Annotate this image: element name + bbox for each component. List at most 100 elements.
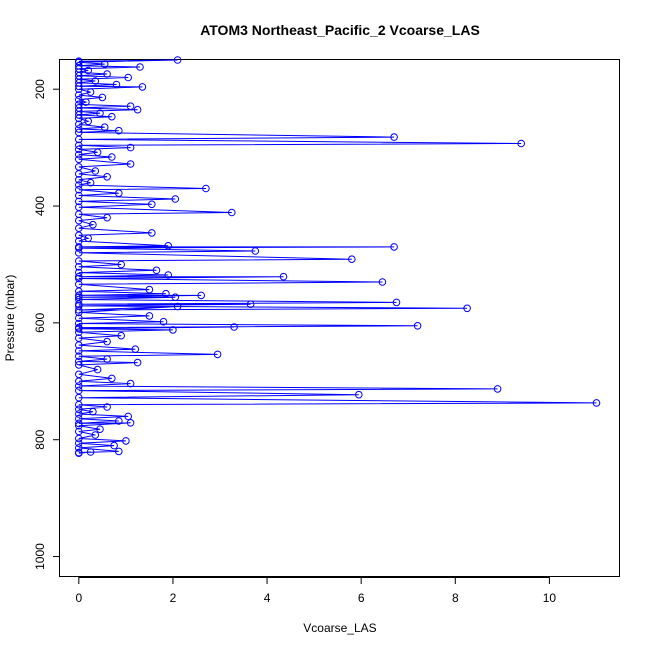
data-point (75, 419, 83, 428)
data-point (75, 224, 83, 232)
data-point (75, 357, 83, 366)
data-point (75, 231, 83, 240)
data-point (75, 111, 83, 119)
data-point (246, 300, 255, 309)
data-point (173, 302, 182, 311)
x-axis-label: Vcoarse_LAS (303, 621, 376, 635)
x-tick-label: 0 (75, 591, 82, 605)
data-point (75, 421, 83, 430)
data-point (75, 170, 83, 178)
data-point (117, 260, 125, 269)
data-point (103, 70, 111, 78)
data-point (115, 126, 123, 135)
data-point (517, 139, 526, 148)
series-line (78, 59, 597, 454)
data-point (100, 60, 109, 68)
x-tick-label: 2 (170, 591, 177, 605)
data-point (75, 141, 83, 150)
data-point (392, 298, 401, 307)
x-tick-label: 10 (543, 591, 557, 605)
data-point (75, 82, 83, 91)
y-tick-label: 1000 (33, 543, 47, 570)
data-point (173, 56, 182, 64)
data-point (75, 155, 83, 164)
data-point (93, 365, 102, 374)
data-point (413, 322, 422, 330)
data-point (89, 220, 97, 229)
data-point (592, 399, 601, 407)
x-axis: 0 2 4 6 8 10 (75, 577, 556, 605)
data-point (103, 173, 111, 181)
data-point (228, 208, 236, 217)
data-point (91, 77, 100, 85)
data-point (91, 167, 100, 175)
data-point (84, 234, 92, 242)
data-point (75, 434, 83, 443)
data-point (103, 337, 111, 346)
data-point (126, 379, 135, 388)
data-point (145, 285, 154, 294)
data-point (96, 425, 104, 434)
data-point (75, 405, 83, 414)
data-point (230, 323, 238, 331)
data-point (75, 400, 83, 409)
data-point (355, 390, 363, 399)
chart-title: ATOM3 Northeast_Pacific_2 Vcoarse_LAS (200, 22, 480, 38)
data-point (75, 95, 83, 104)
data-point (390, 243, 398, 251)
data-point (117, 331, 125, 340)
data-point (75, 328, 83, 337)
data-point (251, 247, 260, 255)
data-point (75, 268, 83, 277)
data-point (124, 73, 132, 82)
data-point (103, 213, 111, 222)
data-point (108, 374, 116, 383)
data-point (162, 289, 170, 298)
data-point (75, 91, 83, 99)
data-point (110, 441, 118, 450)
data-point (164, 271, 172, 279)
data-point (145, 312, 154, 320)
y-tick-label: 400 (33, 196, 47, 216)
y-axis-label: Pressure (mbar) (3, 275, 17, 362)
y-tick-label: 200 (33, 79, 47, 99)
data-point (108, 153, 116, 161)
data-point (75, 319, 83, 328)
data-point (75, 324, 83, 333)
data-point (75, 347, 83, 355)
data-point (390, 133, 398, 141)
data-point (279, 272, 288, 281)
data-point (148, 200, 156, 209)
data-point (115, 417, 123, 425)
data-point (164, 242, 172, 250)
x-tick-label: 8 (452, 591, 459, 605)
data-point (138, 83, 147, 91)
y-tick-label: 800 (33, 429, 47, 449)
data-point (126, 102, 135, 110)
data-point (126, 419, 135, 427)
data-point (96, 109, 104, 117)
data-point (133, 105, 142, 114)
data-point (126, 160, 135, 168)
data-point (463, 304, 471, 313)
data-point (171, 293, 180, 302)
data-point (493, 385, 502, 393)
data-point (75, 181, 83, 189)
data-point (75, 197, 83, 206)
data-point (115, 447, 123, 456)
data-point (159, 317, 168, 326)
data-point (75, 314, 83, 323)
data-point (197, 291, 205, 300)
data-point (86, 178, 95, 187)
data-point (136, 63, 144, 71)
data-point (98, 93, 107, 102)
data-point (75, 410, 83, 418)
x-tick-label: 6 (358, 591, 365, 605)
data-point (75, 257, 83, 265)
data-point (75, 444, 83, 452)
data-point (169, 326, 177, 334)
data-point (148, 229, 156, 237)
data-point (108, 112, 116, 121)
data-point (89, 407, 97, 416)
data-point (75, 185, 83, 194)
